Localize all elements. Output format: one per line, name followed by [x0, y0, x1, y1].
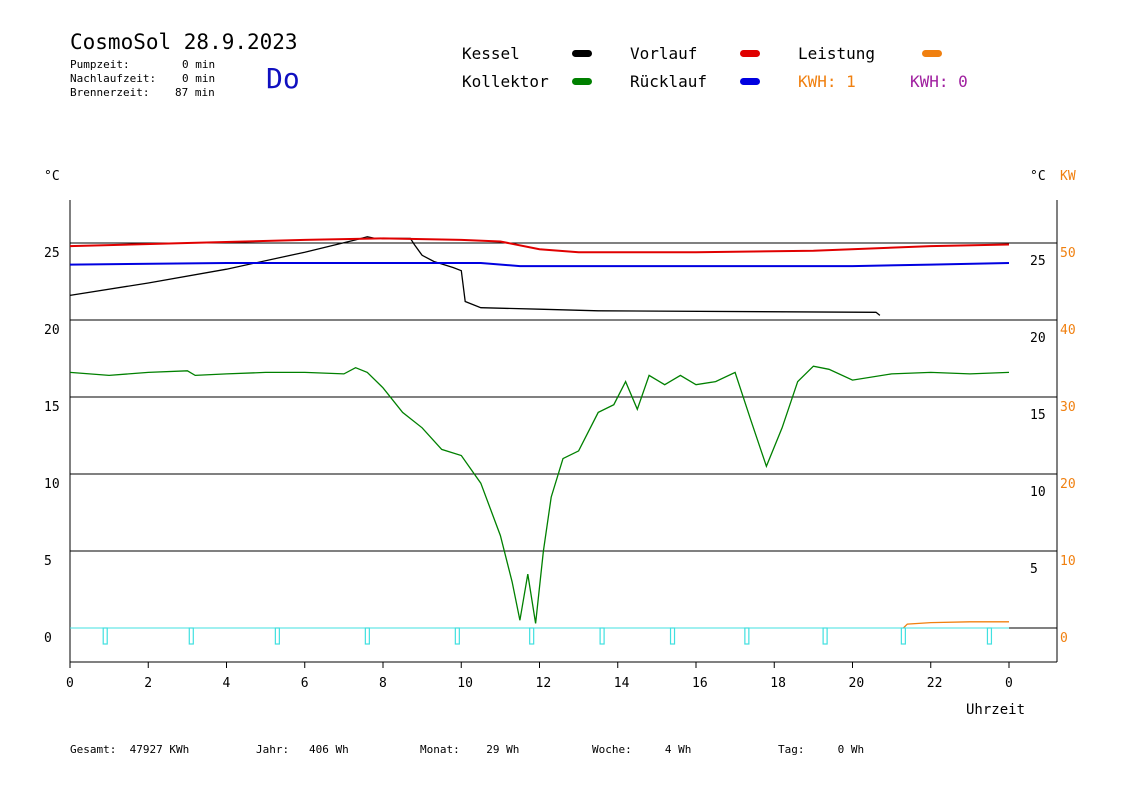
x-tick-label: 12: [536, 676, 552, 691]
series-line-ruecklauf: [69, 262, 1010, 268]
legend-ruecklauf-swatch: [740, 78, 760, 85]
stat-pumpzeit-label: Pumpzeit:: [70, 58, 130, 71]
pump-marker: [529, 627, 535, 645]
pump-marker: [274, 627, 280, 645]
y-tick-right-temp: 20: [1030, 331, 1046, 346]
x-tick-label: 22: [927, 676, 943, 691]
x-axis-label: Uhrzeit: [966, 702, 1025, 718]
y-tick-left: 10: [44, 477, 60, 492]
legend-kessel-swatch: [572, 50, 592, 57]
weekday-label: Do: [266, 62, 300, 95]
x-tick-label: 14: [614, 676, 630, 691]
y-tick-left: 5: [44, 554, 52, 569]
pump-marker: [188, 627, 194, 645]
y-tick-right-power: 0: [1060, 631, 1068, 646]
stat-brennerzeit-label: Brennerzeit:: [70, 86, 150, 99]
legend-vorlauf-label: Vorlauf: [630, 44, 698, 63]
y-tick-right-temp: 15: [1030, 408, 1046, 423]
pump-marker: [102, 627, 108, 645]
right-axis-unit-power: KW: [1060, 169, 1076, 184]
y-tick-left: 15: [44, 400, 60, 415]
series-line-leistung: [902, 621, 1009, 629]
footer-jahr: Jahr: 406 Wh: [256, 743, 349, 756]
y-tick-right-power: 50: [1060, 246, 1076, 261]
stat-nachlaufzeit-value: 0 min: [182, 72, 216, 85]
x-tick-label: 8: [379, 676, 387, 691]
y-tick-right-temp: 5: [1030, 562, 1038, 577]
footer-tag: Tag: 0 Wh: [778, 743, 865, 756]
x-tick-label: 10: [457, 676, 473, 691]
x-tick-label: 16: [692, 676, 708, 691]
x-tick-label: 2: [144, 676, 152, 691]
y-tick-left: 25: [44, 246, 60, 261]
pump-marker: [986, 627, 993, 645]
y-tick-left: 0: [44, 631, 52, 646]
legend-leistung-swatch: [922, 50, 942, 57]
stat-nachlaufzeit-label: Nachlaufzeit:: [70, 72, 157, 85]
legend-kollektor-label: Kollektor: [462, 72, 549, 91]
stat-brennerzeit-value: 87 min: [175, 86, 215, 99]
y-tick-right-power: 30: [1060, 400, 1076, 415]
pump-marker: [822, 627, 828, 645]
left-axis-unit: °C: [44, 169, 60, 184]
footer-monat: Monat: 29 Wh: [420, 743, 520, 756]
y-tick-right-power: 10: [1060, 554, 1076, 569]
series-line-vorlauf: [69, 237, 1010, 254]
legend-kessel-label: Kessel: [462, 44, 520, 63]
legend-kollektor-swatch: [572, 78, 592, 85]
y-tick-right-temp: 10: [1030, 485, 1046, 500]
footer-woche: Woche: 4 Wh: [592, 743, 692, 756]
pump-marker: [454, 627, 460, 645]
y-tick-left: 20: [44, 323, 60, 338]
legend-kwh-solar: KWH: 1: [798, 72, 856, 91]
x-tick-label: 0: [66, 676, 74, 691]
pump-marker: [744, 627, 750, 645]
x-tick-label: 20: [849, 676, 865, 691]
right-axis-unit-temp: °C: [1030, 169, 1046, 184]
x-tick-label: 0: [1005, 676, 1013, 691]
chart-title: CosmoSol 28.9.2023: [70, 30, 298, 54]
pump-marker: [900, 627, 906, 645]
legend-kwh-other: KWH: 0: [910, 72, 968, 91]
pump-marker: [364, 627, 370, 645]
x-tick-label: 6: [301, 676, 309, 691]
footer-gesamt: Gesamt: 47927 KWh: [70, 743, 190, 756]
y-tick-right-temp: 25: [1030, 254, 1046, 269]
y-tick-right-power: 40: [1060, 323, 1076, 338]
legend-ruecklauf-label: Rücklauf: [630, 72, 708, 91]
y-tick-right-power: 20: [1060, 477, 1076, 492]
pump-marker: [599, 627, 605, 645]
legend-vorlauf-swatch: [740, 50, 760, 57]
legend-leistung-label: Leistung: [798, 44, 876, 63]
series-line-kessel: [69, 236, 881, 316]
pump-marker: [669, 627, 676, 645]
x-tick-label: 4: [223, 676, 231, 691]
x-tick-label: 18: [770, 676, 786, 691]
series-line-kollektor: [69, 365, 1010, 624]
stat-pumpzeit-value: 0 min: [182, 58, 216, 71]
